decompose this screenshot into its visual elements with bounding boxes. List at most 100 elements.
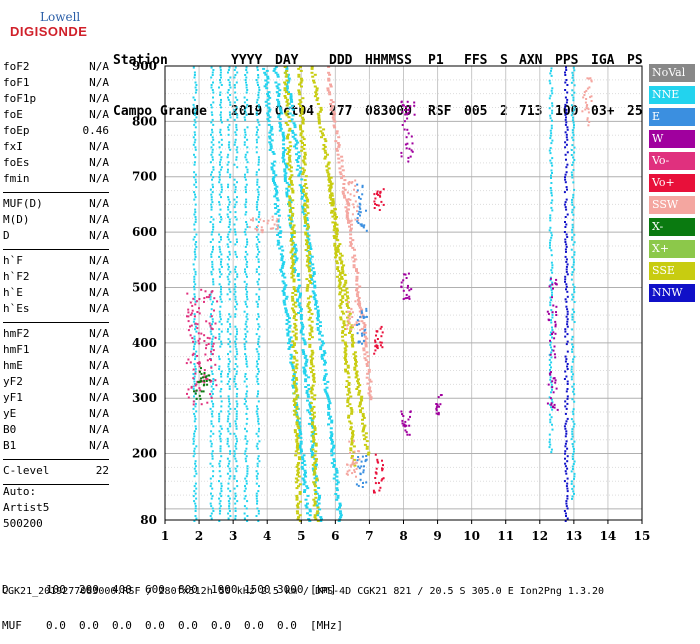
echo-point xyxy=(306,303,310,306)
echo-point xyxy=(299,69,303,72)
echo-point xyxy=(203,334,206,337)
echo-point xyxy=(303,153,307,156)
echo-point xyxy=(244,348,247,351)
echo-point xyxy=(285,89,289,92)
echo-point xyxy=(195,350,198,353)
echo-point xyxy=(211,118,214,121)
echo-point xyxy=(218,355,220,358)
echo-point xyxy=(298,431,302,434)
echo-point xyxy=(327,71,331,74)
echo-point xyxy=(193,198,196,201)
echo-point xyxy=(549,279,552,282)
echo-point xyxy=(357,465,360,468)
echo-point xyxy=(551,294,553,297)
echo-point xyxy=(359,478,362,481)
echo-point xyxy=(322,342,325,345)
echo-point xyxy=(284,91,288,94)
echo-point xyxy=(245,166,248,169)
echo-point xyxy=(227,245,230,248)
echo-point xyxy=(564,450,567,453)
echo-point xyxy=(227,186,229,189)
echo-point xyxy=(405,277,408,279)
echo-point xyxy=(382,203,385,206)
echo-point xyxy=(198,365,201,368)
echo-point xyxy=(267,123,271,126)
echo-point xyxy=(206,336,209,339)
echo-point xyxy=(285,104,289,107)
echo-point xyxy=(235,417,238,420)
echo-point xyxy=(359,409,362,412)
echo-point xyxy=(305,360,309,363)
echo-point xyxy=(220,133,222,136)
param-name: foEs xyxy=(3,156,30,169)
echo-point xyxy=(200,403,203,406)
echo-point xyxy=(353,463,356,466)
echo-point xyxy=(362,317,365,319)
echo-point xyxy=(293,261,297,264)
echo-point xyxy=(227,206,229,209)
echo-point xyxy=(257,233,260,236)
param-row: fxI N/A xyxy=(3,140,109,156)
echo-point xyxy=(212,226,215,228)
echo-point xyxy=(351,345,355,348)
echo-point xyxy=(550,231,553,234)
echo-point xyxy=(330,450,334,453)
echo-point xyxy=(233,288,236,291)
echo-point xyxy=(323,157,327,160)
echo-point xyxy=(233,487,236,490)
echo-point xyxy=(257,158,260,161)
echo-point xyxy=(551,104,554,107)
echo-point xyxy=(281,156,285,159)
echo-point xyxy=(348,225,351,228)
echo-point xyxy=(290,249,294,252)
echo-point xyxy=(550,69,552,72)
echo-point xyxy=(320,357,324,360)
echo-point xyxy=(287,348,291,350)
echo-point xyxy=(257,313,260,316)
x-tick-label: 2 xyxy=(195,529,203,543)
echo-point xyxy=(306,494,310,497)
echo-point xyxy=(246,138,249,141)
echo-point xyxy=(283,170,287,173)
echo-point xyxy=(550,89,553,92)
echo-point xyxy=(290,276,294,279)
echo-point xyxy=(322,147,326,150)
param-name: hmE xyxy=(3,359,23,372)
echo-point xyxy=(589,77,592,80)
echo-point xyxy=(227,318,230,321)
echo-point xyxy=(220,487,223,490)
echo-point xyxy=(547,312,550,315)
echo-point xyxy=(306,305,310,308)
echo-point xyxy=(229,101,232,104)
echo-point xyxy=(212,470,215,473)
param-row: yF1 N/A xyxy=(3,391,109,407)
echo-point xyxy=(573,423,576,426)
echo-point xyxy=(358,384,362,387)
echo-point xyxy=(210,517,213,520)
echo-point xyxy=(400,410,403,413)
echo-point xyxy=(298,425,302,428)
echo-point xyxy=(194,203,197,206)
echo-point xyxy=(257,512,260,515)
echo-point xyxy=(292,267,296,270)
echo-point xyxy=(327,77,331,80)
echo-point xyxy=(319,325,322,327)
echo-point xyxy=(233,475,236,478)
echo-point xyxy=(229,76,232,79)
echo-point xyxy=(256,118,259,121)
param-name: h`E xyxy=(3,286,23,299)
echo-point xyxy=(408,108,411,111)
echo-point xyxy=(573,146,576,149)
echo-point xyxy=(305,217,309,220)
header-label-ps: PS xyxy=(627,53,643,68)
echo-point xyxy=(573,355,576,358)
echo-point xyxy=(290,220,294,223)
echo-point xyxy=(349,198,352,201)
echo-point xyxy=(549,296,552,299)
echo-point xyxy=(564,221,566,223)
echo-point xyxy=(347,183,350,186)
echo-point xyxy=(404,420,407,423)
echo-point xyxy=(551,386,554,389)
echo-point xyxy=(190,324,193,327)
echo-point xyxy=(289,95,293,98)
